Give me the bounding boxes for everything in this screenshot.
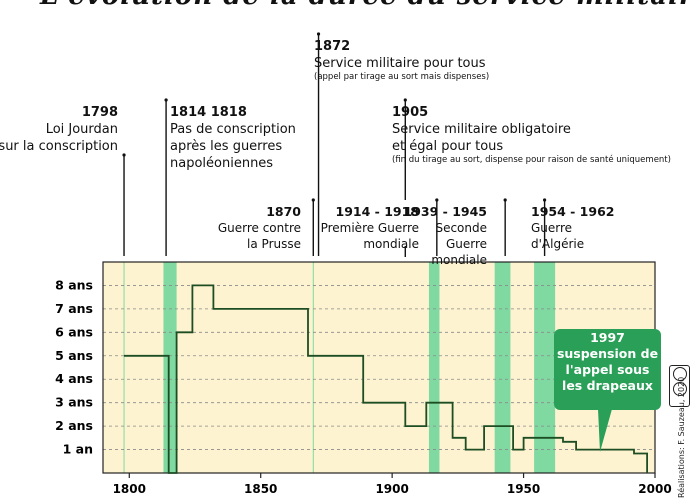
annotation-1939-line1: Seconde <box>435 221 487 235</box>
y-tick-label: 6 ans <box>55 324 93 339</box>
annotation-1939: 1939 - 1945 Seconde Guerre mondiale <box>404 204 487 268</box>
callout-pointer <box>598 409 612 452</box>
annotation-1905-line1: Service militaire obligatoire <box>392 122 571 137</box>
pointer-1870-dot <box>311 198 315 202</box>
pointer-1814-dot <box>164 98 168 102</box>
annotation-1939-line2: Guerre <box>445 237 487 251</box>
annotation-1914: 1914 - 1918 Première Guerre mondiale <box>321 204 419 252</box>
annotation-1872-line2: (appel par tirage au sort mais dispenses… <box>314 72 490 82</box>
license-badge-icon <box>669 365 690 407</box>
war-band-2 <box>494 262 511 473</box>
callout-line3: l'appel sous <box>565 362 650 377</box>
callout-1997: 1997 suspension de l'appel sous les drap… <box>554 329 661 410</box>
annotation-1798-year: 1798 <box>81 105 118 120</box>
annotation-1905: 1905 Service militaire obligatoire et ég… <box>392 104 671 165</box>
y-tick-label: 4 ans <box>55 371 93 386</box>
duration-step-line <box>124 284 648 474</box>
annotation-1798-line1: Loi Jourdan <box>45 122 118 137</box>
annotation-1814-year: 1814 1818 <box>170 105 247 120</box>
credit-text: Réalisations: F. Sauzeau, 2020 <box>677 376 686 498</box>
y-tick-label: 2 ans <box>55 418 93 433</box>
y-tick-label: 5 ans <box>55 348 93 363</box>
annotation-1872: 1872 Service militaire pour tous (appel … <box>314 38 489 82</box>
annotation-1814-line1: Pas de conscription <box>170 122 296 137</box>
annotation-1814-line3: napoléoniennes <box>170 156 274 171</box>
annotation-1905-line3: (fin du tirage au sort, dispense pour ra… <box>392 155 671 165</box>
callout-line1: 1997 <box>590 330 625 345</box>
annotation-1870-line2: la Prusse <box>247 237 301 251</box>
x-tick-label: 1950 <box>507 482 540 496</box>
annotation-1814-line2: après les guerres <box>170 139 283 154</box>
callout-line2: suspension de <box>556 346 659 361</box>
y-tick-label: 7 ans <box>55 301 93 316</box>
war-band-1 <box>428 262 440 473</box>
annotation-1954-line2: d'Algérie <box>531 237 585 251</box>
annotation-1914-year: 1914 - 1918 <box>335 204 419 219</box>
x-tick-label: 1900 <box>375 482 408 496</box>
annotation-1905-line2: et égal pour tous <box>392 139 504 154</box>
annotation-1954-line1: Guerre <box>531 221 573 235</box>
pointer-1872-dot <box>316 32 321 36</box>
annotation-1870: 1870 Guerre contre la Prusse <box>218 204 301 252</box>
y-tick-label: 8 ans <box>55 277 93 292</box>
annotation-1870-line1: Guerre contre <box>217 221 301 235</box>
annotation-1954-year: 1954 - 1962 <box>531 204 615 219</box>
x-tick-label: 1800 <box>113 482 146 496</box>
annotation-1939-line3: mondiale <box>431 253 487 267</box>
pointer-1939-dot <box>503 198 507 202</box>
annotation-1914-line1: Première Guerre <box>320 221 419 235</box>
chart-title: L'évolution de la durée du service milit… <box>40 0 691 11</box>
pointer-1914-dot <box>435 198 439 202</box>
pointer-1798-dot <box>122 153 126 157</box>
annotation-1870-year: 1870 <box>266 204 301 219</box>
war-band-3 <box>534 262 556 473</box>
annotation-1798: 1798 Loi Jourdan sur la conscription <box>0 104 118 155</box>
y-tick-label: 3 ans <box>55 395 93 410</box>
y-tick-label: 1 an <box>63 442 93 457</box>
pointer-1905-dot <box>403 98 407 102</box>
annotation-1905-year: 1905 <box>392 105 429 120</box>
war-band-0 <box>163 262 177 473</box>
callout-line4: les drapeaux <box>562 378 653 393</box>
annotation-1914-line2: mondiale <box>363 237 419 251</box>
annotation-1814: 1814 1818 Pas de conscription après les … <box>170 104 296 172</box>
annotation-1872-year: 1872 <box>314 39 351 54</box>
annotation-1872-line1: Service militaire pour tous <box>314 56 486 71</box>
annotation-1954: 1954 - 1962 Guerre d'Algérie <box>531 204 614 252</box>
x-tick-label: 2000 <box>638 482 671 496</box>
x-tick-label: 1850 <box>244 482 277 496</box>
pointer-1954-dot <box>543 198 547 202</box>
annotation-1798-line2: sur la conscription <box>0 139 118 154</box>
annotation-1939-year: 1939 - 1945 <box>403 204 487 219</box>
